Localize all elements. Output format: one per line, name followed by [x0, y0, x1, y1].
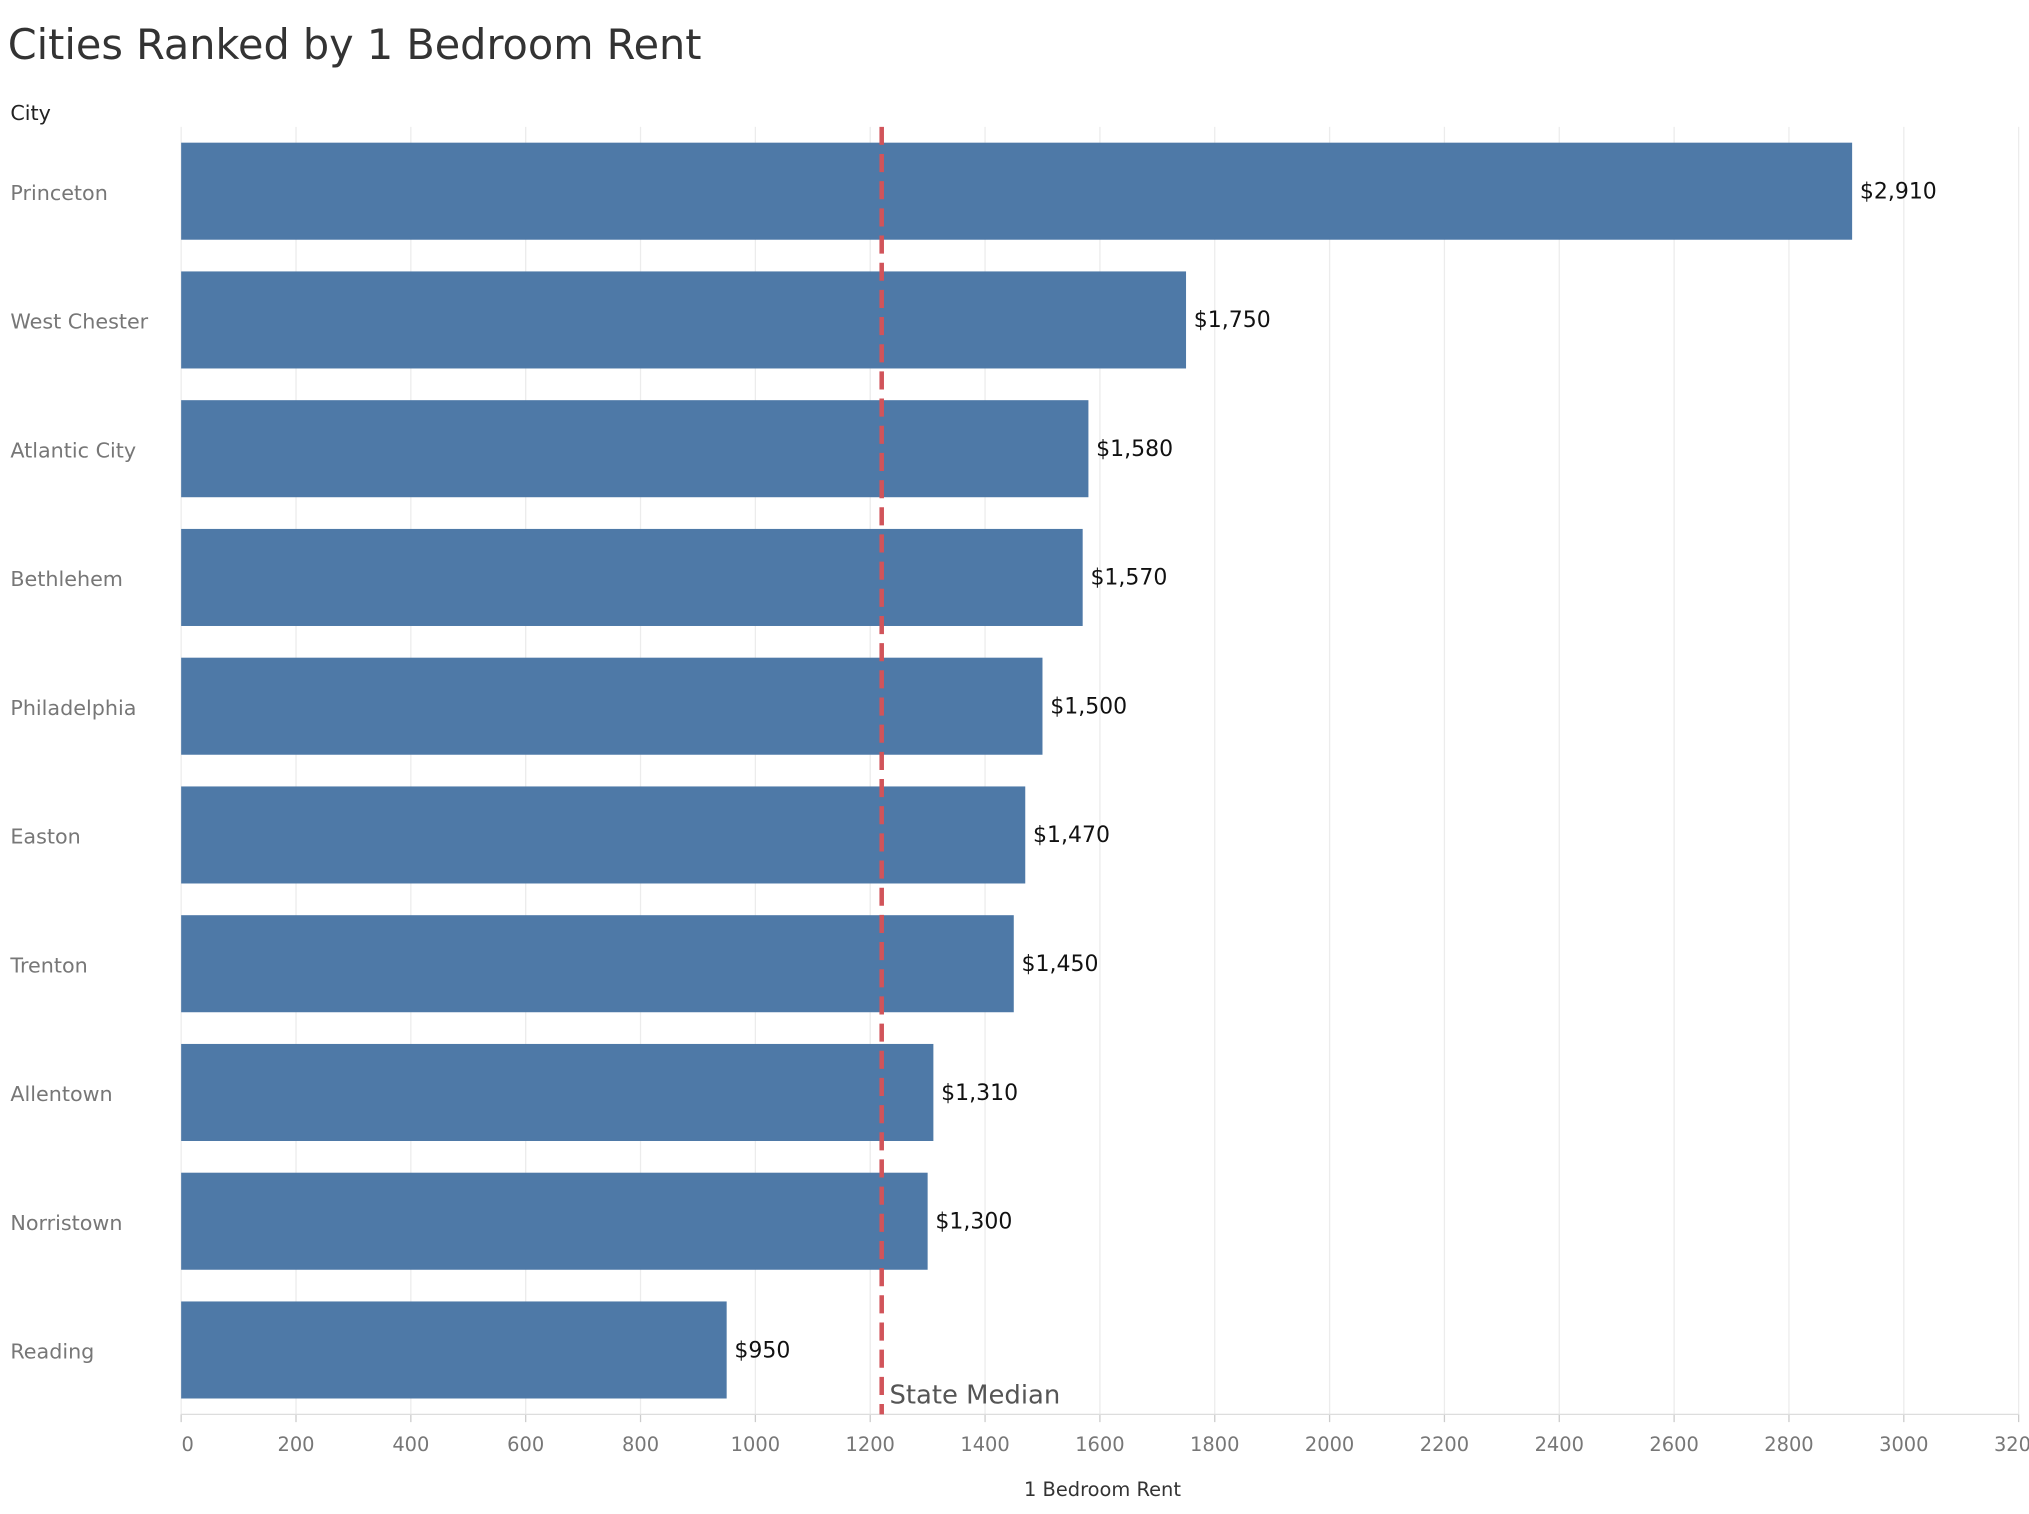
- value-label: $1,450: [1022, 952, 1099, 977]
- y-tick-label: Reading: [10, 1340, 94, 1364]
- x-tick-label: 1400: [960, 1433, 1009, 1456]
- value-label: $1,750: [1194, 308, 1271, 333]
- x-tick-label: 2000: [1305, 1433, 1354, 1456]
- value-label: $950: [734, 1338, 790, 1363]
- value-label: $1,300: [935, 1210, 1012, 1235]
- x-tick-label: 200: [277, 1433, 314, 1456]
- x-tick-label: 2400: [1535, 1433, 1584, 1456]
- x-tick-label: 1800: [1190, 1433, 1239, 1456]
- bar: [181, 142, 1853, 240]
- bar: [181, 1172, 928, 1270]
- y-tick-label: Easton: [10, 825, 80, 849]
- bar: [181, 400, 1089, 498]
- x-tick-label: 3000: [1879, 1433, 1928, 1456]
- value-label: $1,470: [1033, 823, 1110, 848]
- y-tick-label: West Chester: [10, 310, 148, 334]
- y-tick-label: Allentown: [10, 1082, 112, 1106]
- bar: [181, 915, 1014, 1013]
- bar: [181, 786, 1026, 884]
- bar: [181, 657, 1043, 755]
- y-axis-title: City: [10, 101, 51, 125]
- x-tick-label: 400: [392, 1433, 429, 1456]
- y-tick-label: Bethlehem: [10, 567, 123, 591]
- y-tick-label: Atlantic City: [10, 438, 136, 462]
- value-label: $1,570: [1090, 566, 1167, 591]
- x-tick-label: 2200: [1420, 1433, 1469, 1456]
- value-label: $2,910: [1860, 179, 1937, 204]
- x-tick-label: 1600: [1075, 1433, 1124, 1456]
- y-tick-label: Trenton: [9, 953, 87, 977]
- x-tick-label: 800: [622, 1433, 659, 1456]
- bar: [181, 528, 1083, 626]
- x-tick-label: 0: [181, 1433, 193, 1456]
- y-tick-label: Philadelphia: [10, 696, 136, 720]
- y-tick-label: Princeton: [10, 181, 107, 205]
- bar: [181, 1301, 727, 1399]
- x-axis-title: 1 Bedroom Rent: [1024, 1478, 1181, 1501]
- value-label: $1,310: [941, 1081, 1018, 1106]
- x-tick-label: 3200: [1994, 1433, 2029, 1456]
- x-tick-label: 2600: [1649, 1433, 1698, 1456]
- chart-title: Cities Ranked by 1 Bedroom Rent: [8, 21, 702, 69]
- reference-label: State Median: [889, 1381, 1060, 1411]
- bar: [181, 271, 1187, 369]
- x-tick-label: 2800: [1764, 1433, 1813, 1456]
- value-label: $1,580: [1096, 437, 1173, 462]
- y-tick-label: Norristown: [10, 1211, 122, 1235]
- bar: [181, 1043, 934, 1141]
- x-tick-label: 1200: [846, 1433, 895, 1456]
- x-tick-label: 1000: [731, 1433, 780, 1456]
- x-tick-label: 600: [507, 1433, 544, 1456]
- value-label: $1,500: [1050, 695, 1127, 720]
